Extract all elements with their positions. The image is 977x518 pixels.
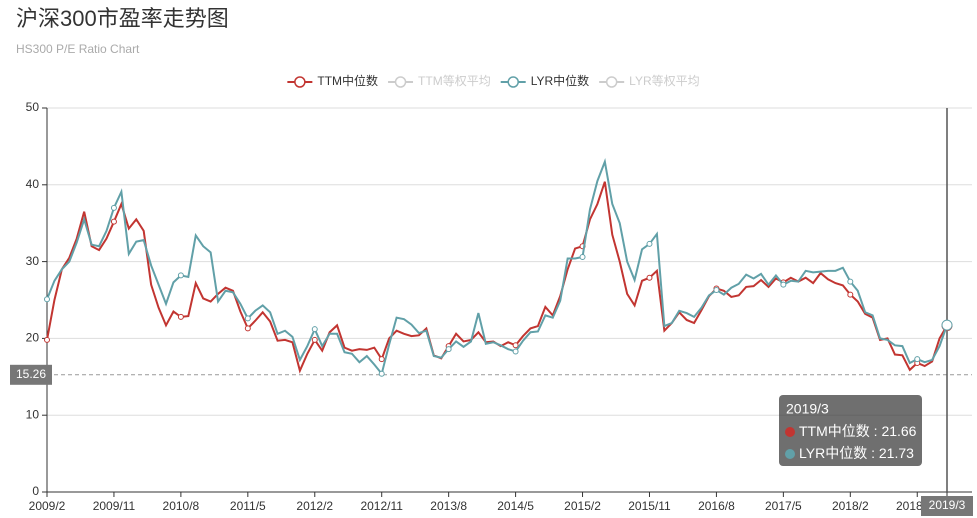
legend-label: TTM等权平均 <box>418 74 491 88</box>
point <box>646 274 653 281</box>
reference-label-bg <box>10 364 52 385</box>
y-tick-label: 50 <box>26 100 40 114</box>
point <box>713 287 720 294</box>
legend-symbol <box>507 76 519 88</box>
point <box>445 346 452 353</box>
chart-title: 沪深300市盈率走势图 <box>16 6 229 31</box>
chart-subtitle: HS300 P/E Ratio Chart <box>16 42 140 56</box>
point <box>110 218 117 225</box>
legend-label: TTM中位数 <box>317 73 378 88</box>
x-tick-label: 2018/2 <box>832 499 869 513</box>
x-tick-label: 2009/2 <box>29 499 66 513</box>
point <box>512 342 519 349</box>
point <box>311 336 318 343</box>
x-tick-label: 2010/8 <box>163 499 200 513</box>
point <box>780 281 787 288</box>
x-tick-label: 2017/5 <box>765 499 802 513</box>
tooltip-title: 2019/3 <box>786 401 829 417</box>
point <box>941 319 953 331</box>
x-tick-label: 2012/2 <box>296 499 333 513</box>
point <box>847 291 854 298</box>
point <box>177 272 184 279</box>
point <box>646 240 653 247</box>
axis-pointer-label: 2019/3 <box>929 498 966 512</box>
reference-label: 15.26 <box>16 367 46 381</box>
legend-label: LYR中位数 <box>531 73 589 88</box>
x-tick-label: 2012/11 <box>360 499 403 513</box>
y-tick-label: 30 <box>26 254 40 268</box>
point <box>44 296 50 303</box>
tooltip-separator: : <box>870 423 882 439</box>
x-tick-label: 2015/2 <box>564 499 601 513</box>
tooltip-dot <box>785 449 795 459</box>
tooltip: 2019/3 TTM中位数 : 21.66 LYR中位数 : 21.73 <box>779 395 922 466</box>
point <box>244 315 251 322</box>
legend-symbol <box>294 76 306 88</box>
legend-symbol <box>605 76 618 88</box>
legend-symbol <box>394 76 407 88</box>
point <box>311 326 318 333</box>
tooltip-value: 21.66 <box>881 423 916 439</box>
x-tick-label: 2014/5 <box>497 499 534 513</box>
x-tick-label: 2011/5 <box>230 499 266 513</box>
point <box>579 253 586 260</box>
tooltip-value: 21.73 <box>879 445 914 461</box>
tooltip-item: TTM中位数 : 21.66 <box>799 423 917 439</box>
y-tick-label: 10 <box>26 407 40 421</box>
point <box>110 204 117 211</box>
tooltip-name: LYR中位数 <box>799 445 867 461</box>
point <box>244 325 251 332</box>
x-tick-label: 2009/11 <box>93 499 136 513</box>
y-tick-label: 20 <box>26 331 40 345</box>
x-tick-label: 2013/8 <box>430 499 467 513</box>
y-tick-label: 40 <box>26 177 40 191</box>
tooltip-separator: : <box>867 445 879 461</box>
tooltip-name: TTM中位数 <box>799 423 870 439</box>
point <box>378 356 385 363</box>
point <box>512 348 519 355</box>
tooltip-dot <box>785 427 795 437</box>
legend-label: LYR等权平均 <box>629 74 699 88</box>
series-line <box>46 158 948 376</box>
axis-pointer-label-bg <box>921 496 973 516</box>
x-tick-label: 2015/11 <box>628 499 671 513</box>
point <box>847 278 854 285</box>
point <box>177 313 184 320</box>
point <box>44 336 50 343</box>
x-tick-label: 2016/8 <box>698 499 735 513</box>
tooltip-item: LYR中位数 : 21.73 <box>799 445 914 461</box>
point <box>378 370 385 377</box>
y-tick-label: 0 <box>32 484 39 498</box>
point <box>914 356 921 363</box>
tooltip-bg <box>779 395 922 466</box>
